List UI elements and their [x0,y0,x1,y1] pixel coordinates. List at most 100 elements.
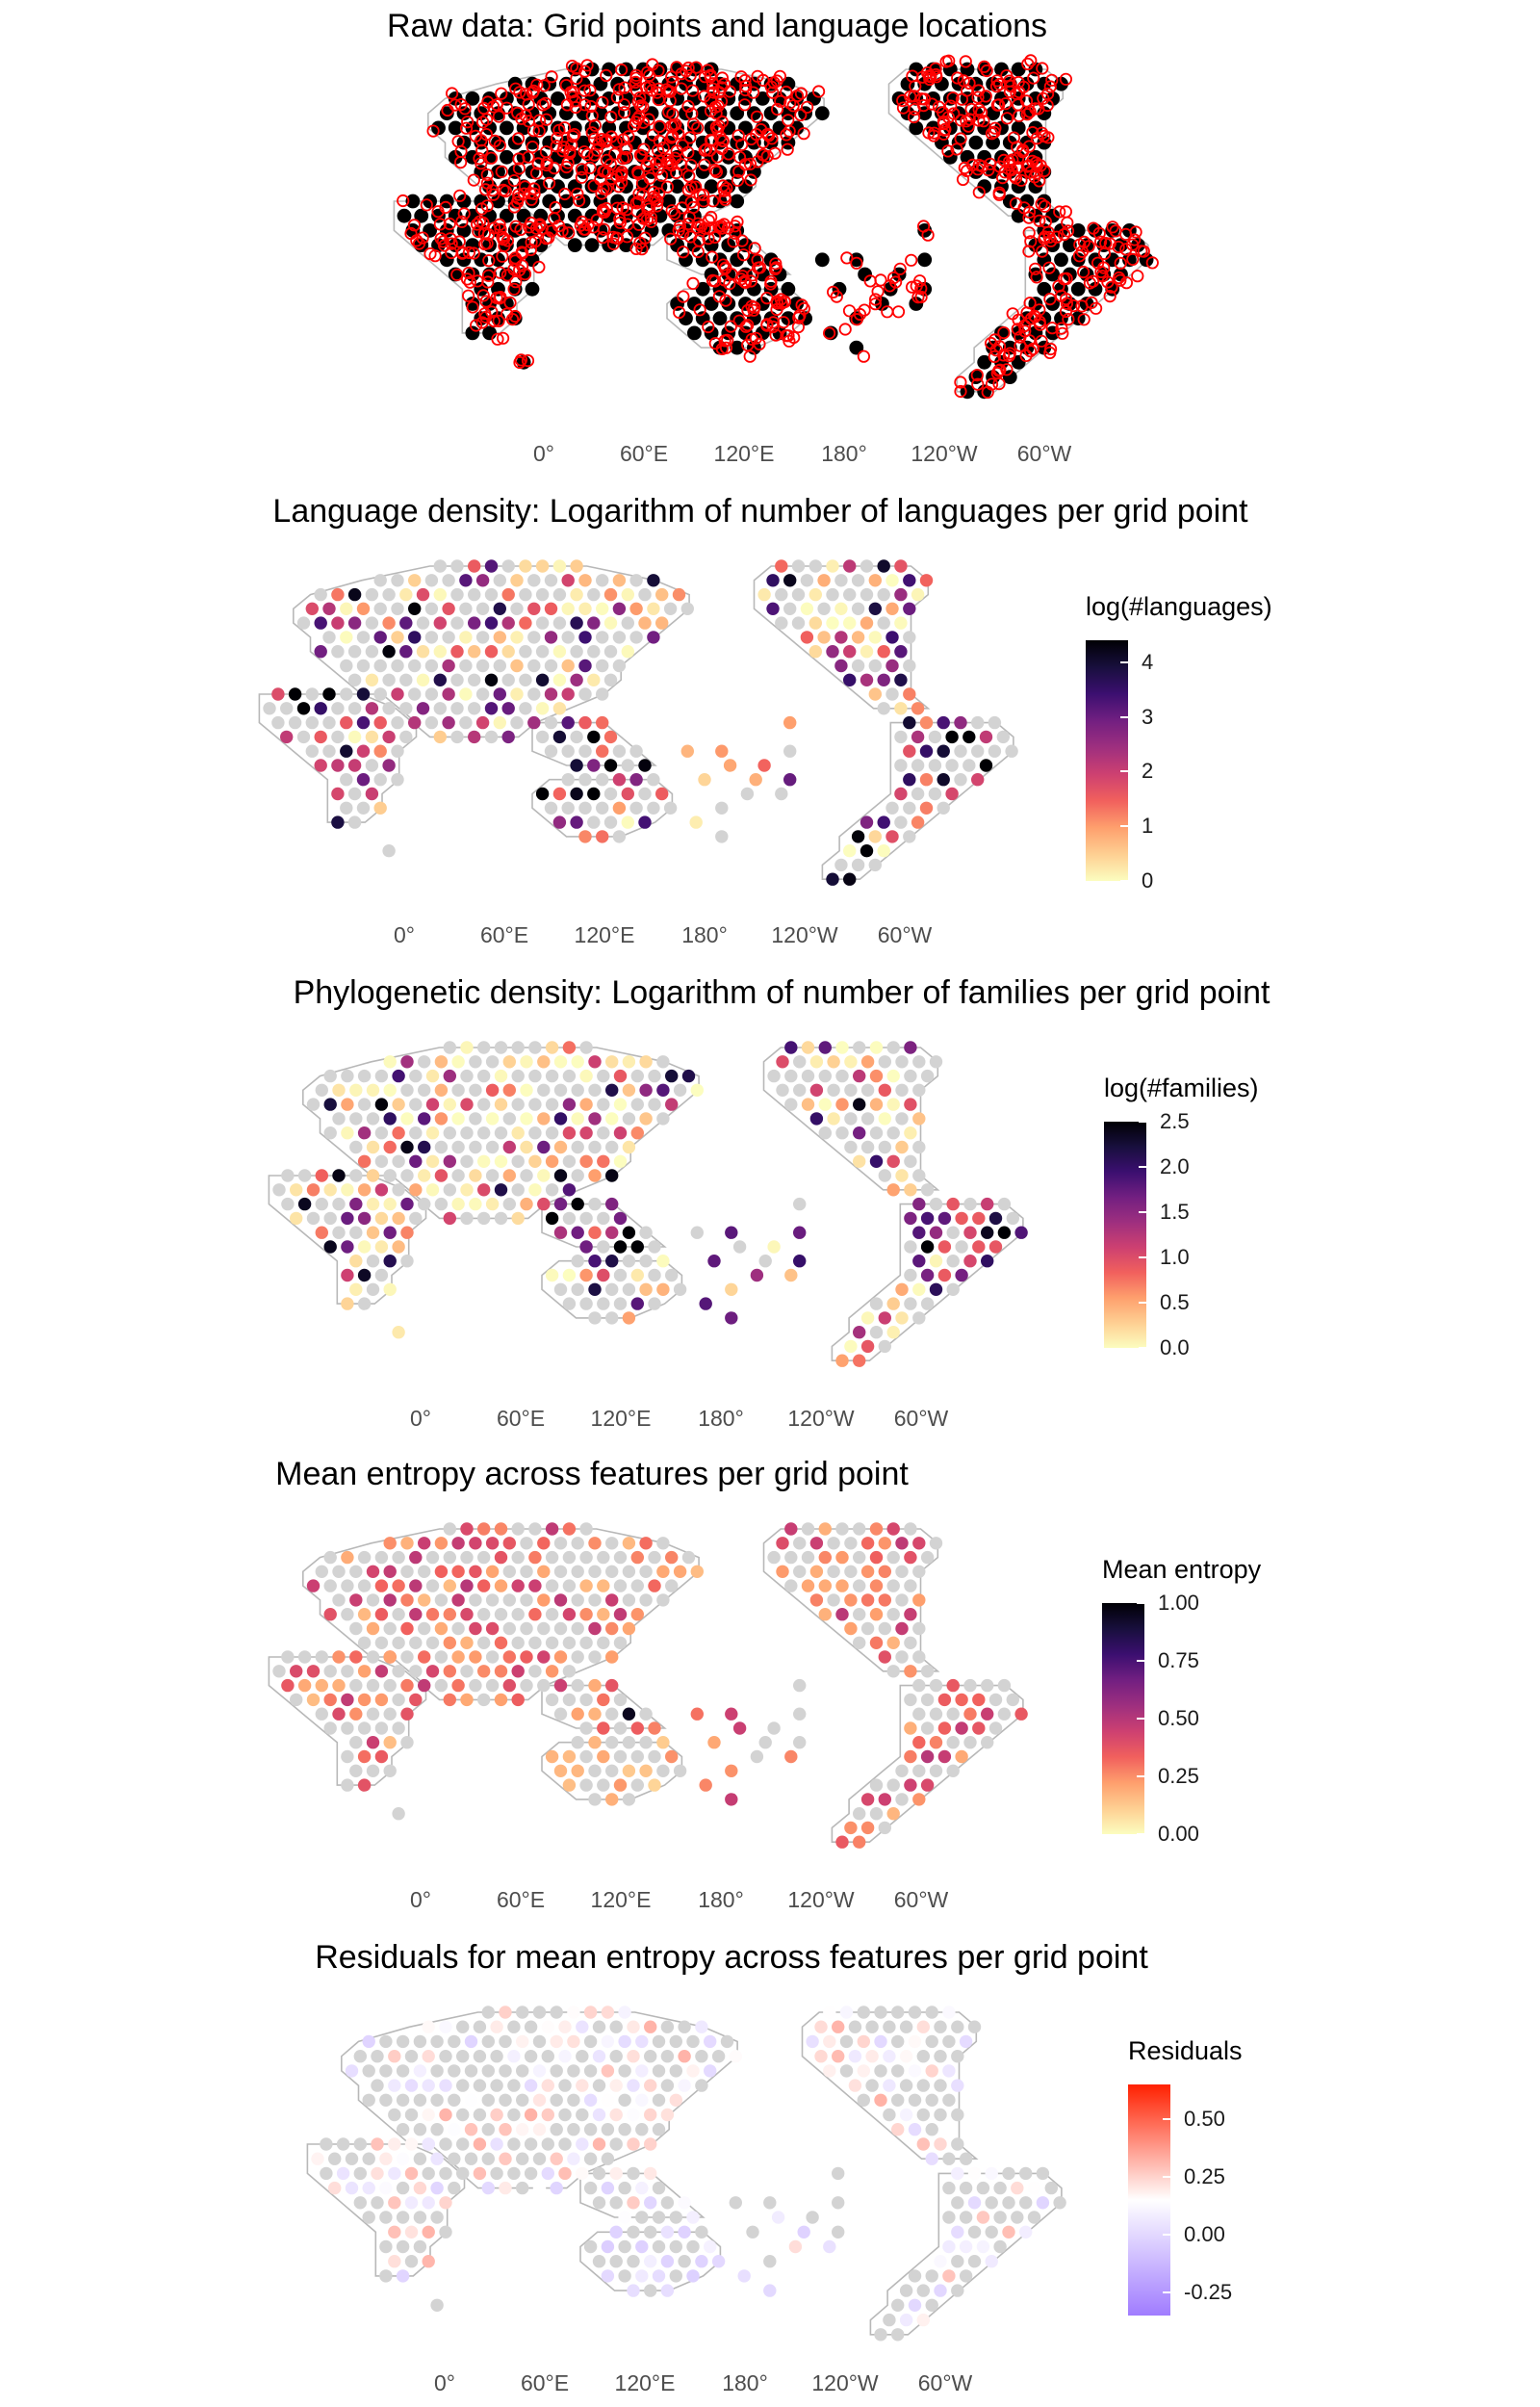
language-location [698,158,711,171]
language-location [743,157,757,170]
grid-point [612,574,627,587]
language-location [954,132,967,145]
grid-point [392,1665,405,1678]
grid-point [392,1154,405,1168]
grid-point [537,1565,551,1578]
grid-point [596,830,609,843]
grid-point [588,1197,602,1211]
legend-tick-label: 1 [1142,814,1154,839]
grid-point [571,1650,584,1664]
grid-point [451,1169,465,1182]
grid-point [468,673,481,686]
grid-point [801,1098,815,1111]
grid-point [656,1255,670,1268]
legend-tick-mark [1139,1121,1146,1123]
grid-point [1037,281,1052,297]
coastline-namerica [762,1047,940,1191]
grid-point [612,602,627,615]
grid-point [379,2034,393,2049]
language-location [1044,234,1058,247]
grid-point [365,673,379,686]
grid-point [494,1579,508,1592]
language-location [1014,173,1028,187]
grid-point [843,872,857,886]
grid-point [511,1126,525,1140]
grid-point [391,602,404,615]
grid-point [468,730,481,744]
grid-point [660,2284,675,2297]
grid-point [908,2006,922,2019]
grid-point [869,1550,884,1565]
language-location [708,163,722,177]
language-location [485,305,499,319]
grid-point [630,1778,644,1792]
longitude-tick-label: 180° [821,441,867,466]
grid-point [520,1112,533,1126]
grid-point [832,2020,845,2033]
longitude-tick-label: 60°E [496,1887,546,1912]
longitude-tick-label: 60°E [619,441,669,466]
language-location [764,277,778,291]
grid-point [400,1226,414,1239]
grid-point [656,1593,670,1607]
grid-point [532,2123,547,2136]
legend-tick-mark [1120,660,1128,663]
grid-point [383,1565,397,1578]
grid-point [814,252,830,268]
language-location [512,162,526,175]
language-location [868,293,883,306]
grid-point [562,1211,577,1226]
panel-residuals: Residuals for mean entropy across featur… [0,1926,1540,2407]
grid-point [899,2108,913,2122]
language-location [681,99,695,114]
grid-point [553,1112,568,1126]
grid-point [656,1055,670,1069]
grid-point [341,1240,354,1254]
grid-point [817,631,831,644]
grid-point [912,1565,926,1578]
grid-point [832,281,847,297]
grid-point [665,1579,679,1592]
grid-point [630,1721,644,1735]
grid-point [320,2137,333,2151]
grid-point [860,1593,875,1607]
grid-point [473,2166,487,2181]
grid-point [886,602,899,615]
grid-point [374,1183,389,1197]
grid-point [424,574,439,587]
grid-point [894,702,908,715]
grid-point [425,1154,440,1168]
grid-point [537,1197,551,1211]
grid-point [443,1069,456,1083]
grid-point [605,1621,619,1636]
grid-point [587,616,601,630]
grid-point [853,1154,866,1168]
grid-point [502,1055,516,1069]
language-location [914,92,929,106]
language-location [659,83,674,96]
grid-point [520,1140,533,1154]
grid-point [553,1140,568,1154]
grid-point [383,1736,397,1749]
grid-point [835,1522,849,1536]
language-location [700,142,713,156]
grid-point [601,2093,615,2107]
language-location [515,112,528,125]
grid-point [357,1693,372,1707]
grid-point [353,2166,367,2181]
grid-point [493,631,506,644]
grid-point [305,687,319,701]
language-location [741,303,755,317]
language-location [735,270,749,283]
grid-point [296,730,311,744]
grid-point [347,759,362,772]
grid-point [917,252,933,268]
language-location [580,59,594,72]
grid-point [477,1608,491,1621]
grid-point [1019,2225,1033,2239]
grid-point [601,2181,615,2195]
legend-tick-label: 1.0 [1160,1245,1190,1269]
grid-point [951,2284,964,2297]
grid-point [695,281,710,297]
grid-point [656,1565,670,1578]
